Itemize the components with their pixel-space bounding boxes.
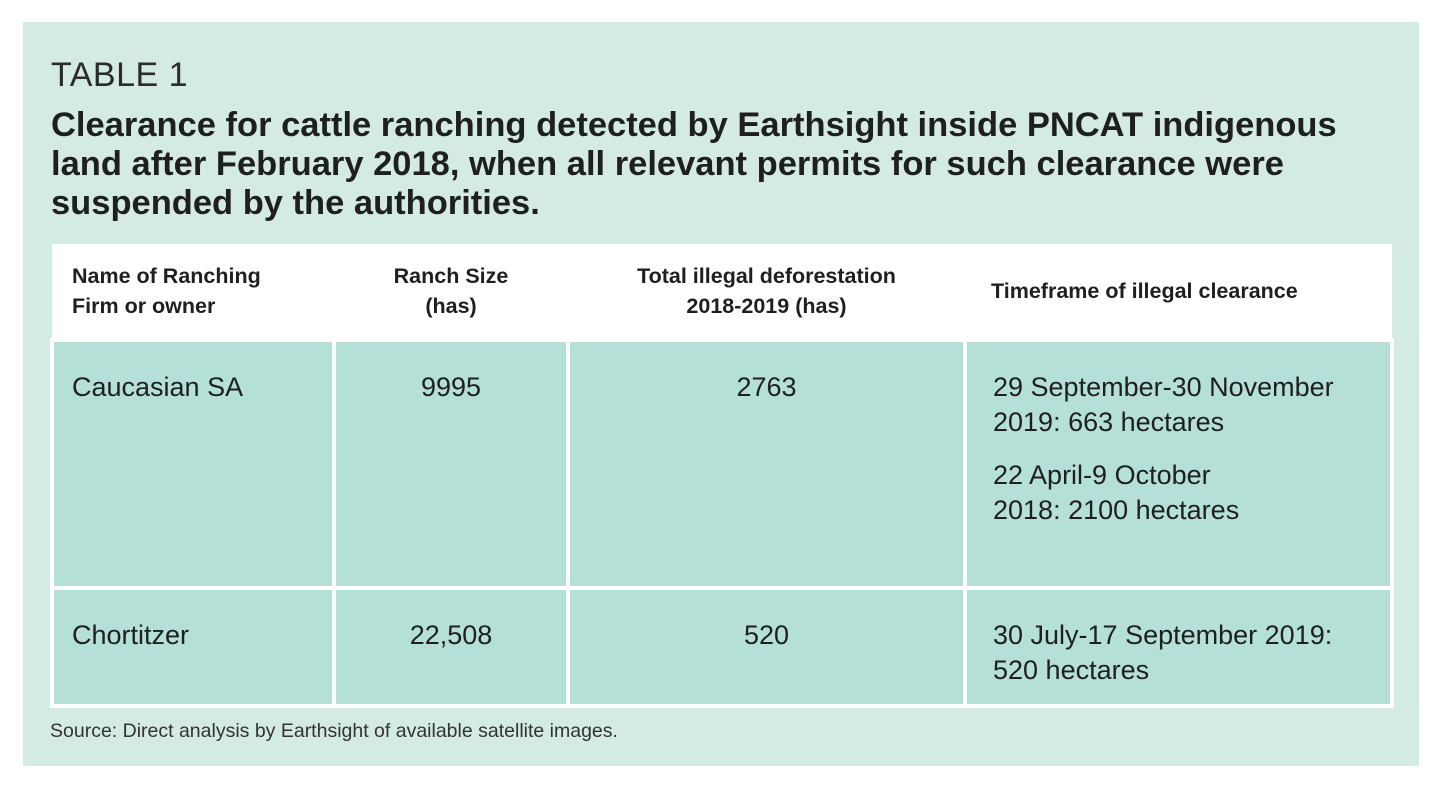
cell-total-deforestation: 520	[566, 586, 967, 708]
table-row: Caucasian SA 9995 2763 29 September-30 N…	[50, 338, 1394, 590]
cell-total-deforestation: 2763	[566, 338, 967, 590]
header-ranch-size: Ranch Size (has)	[334, 244, 568, 340]
header-row: Name of Ranching Firm or owner Ranch Siz…	[52, 244, 1392, 340]
timeframe-entry: 22 April-9 October 2018: 2100 hectares	[993, 460, 1240, 525]
cell-name: Caucasian SA	[50, 338, 336, 590]
cell-ranch-size: 22,508	[332, 586, 570, 708]
timeframe-entry: 30 July-17 September 2019: 520 hectares	[993, 620, 1333, 685]
cell-name: Chortitzer	[50, 586, 336, 708]
header-total-deforestation: Total illegal deforestation 2018-2019 (h…	[568, 244, 965, 340]
table-panel: TABLE 1 Clearance for cattle ranching de…	[23, 22, 1419, 766]
header-name: Name of Ranching Firm or owner	[52, 244, 334, 340]
cell-ranch-size: 9995	[332, 338, 570, 590]
header-timeframe: Timeframe of illegal clearance	[965, 244, 1392, 340]
timeframe-entry: 29 September-30 November 2019: 663 hecta…	[993, 372, 1334, 437]
table-title: Clearance for cattle ranching detected b…	[51, 106, 1337, 222]
table-row: Chortitzer 22,508 520 30 July-17 Septemb…	[50, 586, 1394, 708]
cell-timeframe: 30 July-17 September 2019: 520 hectares	[963, 586, 1394, 708]
table-label: TABLE 1	[51, 56, 189, 94]
cell-timeframe: 29 September-30 November 2019: 663 hecta…	[963, 338, 1394, 590]
source-note: Source: Direct analysis by Earthsight of…	[50, 720, 618, 742]
clearance-table: Name of Ranching Firm or owner Ranch Siz…	[50, 244, 1394, 708]
